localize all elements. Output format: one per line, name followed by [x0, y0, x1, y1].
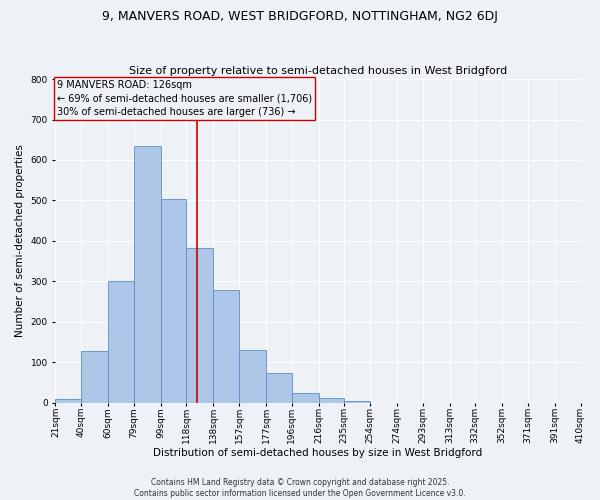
Y-axis label: Number of semi-detached properties: Number of semi-detached properties	[15, 144, 25, 338]
Bar	[134, 146, 161, 403]
Bar	[292, 392, 319, 403]
Bar	[344, 401, 370, 403]
Bar	[161, 199, 187, 403]
Text: Contains HM Land Registry data © Crown copyright and database right 2025.
Contai: Contains HM Land Registry data © Crown c…	[134, 478, 466, 498]
Bar	[187, 248, 214, 403]
Bar	[266, 374, 292, 403]
Text: 9, MANVERS ROAD, WEST BRIDGFORD, NOTTINGHAM, NG2 6DJ: 9, MANVERS ROAD, WEST BRIDGFORD, NOTTING…	[102, 10, 498, 23]
Bar	[239, 350, 266, 403]
Bar	[81, 351, 108, 403]
Title: Size of property relative to semi-detached houses in West Bridgford: Size of property relative to semi-detach…	[129, 66, 507, 76]
Bar	[108, 282, 134, 403]
Bar	[214, 290, 239, 403]
Text: 9 MANVERS ROAD: 126sqm
← 69% of semi-detached houses are smaller (1,706)
30% of : 9 MANVERS ROAD: 126sqm ← 69% of semi-det…	[57, 80, 312, 116]
Bar	[319, 398, 344, 403]
Bar	[55, 398, 81, 403]
X-axis label: Distribution of semi-detached houses by size in West Bridgford: Distribution of semi-detached houses by …	[154, 448, 482, 458]
